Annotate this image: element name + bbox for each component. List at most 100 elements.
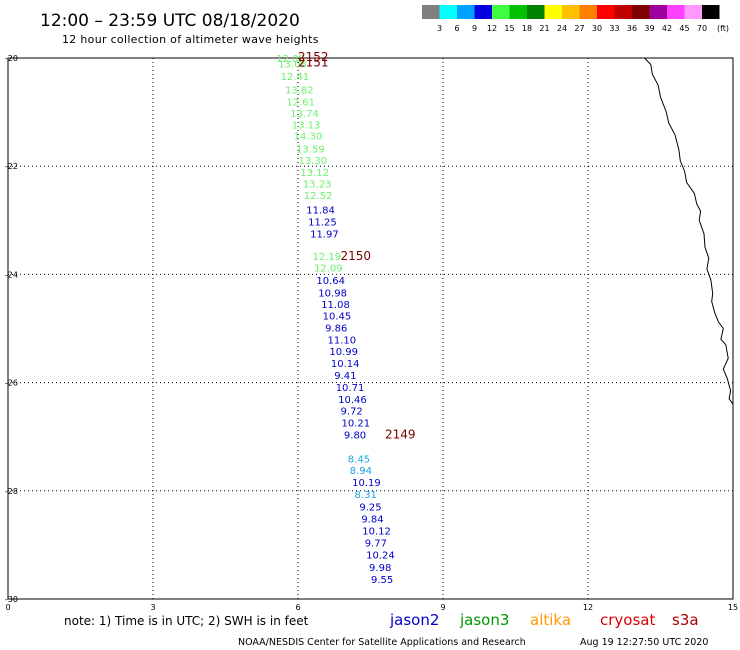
swh-value-label: 9.72 xyxy=(341,407,363,418)
coastline xyxy=(644,57,734,405)
swh-value-label: 10.24 xyxy=(366,551,395,562)
footer-note: note: 1) Time is in UTC; 2) SWH is in fe… xyxy=(64,614,309,628)
colorbar-swatch xyxy=(509,5,527,19)
page-subtitle: 12 hour collection of altimeter wave hei… xyxy=(62,33,319,46)
colorbar-swatch xyxy=(632,5,650,19)
x-tick-label: 6 xyxy=(295,603,300,612)
y-tick-label: -26 xyxy=(5,379,18,388)
pass-number-label: 2150 xyxy=(341,249,372,263)
swh-value-label: 12.41 xyxy=(281,72,310,83)
pass-number-label: 2149 xyxy=(385,428,416,442)
x-tick-label: 9 xyxy=(440,603,445,612)
swh-value-label: 11.84 xyxy=(306,205,335,216)
colorbar-swatch xyxy=(667,5,685,19)
y-tick-label: -30 xyxy=(5,595,18,604)
swh-value-label: 11.08 xyxy=(321,300,350,311)
y-tick-label: -24 xyxy=(5,270,18,279)
page-title: 12:00 – 23:59 UTC 08/18/2020 xyxy=(40,11,300,31)
swh-value-label: 12.08 xyxy=(276,54,305,65)
plot-frame xyxy=(7,57,734,600)
pass-number-label: 2152 xyxy=(298,50,329,64)
swh-value-label: 13.82 xyxy=(285,85,314,96)
swh-value-label: 8.94 xyxy=(350,466,372,477)
colorbar-unit: (ft) xyxy=(717,24,729,33)
swh-value-label: 10.98 xyxy=(318,288,347,299)
colorbar-label: 21 xyxy=(539,24,549,33)
mission-legend: jason2 jason3 altika cryosat s3a xyxy=(389,611,699,629)
y-tick-label: -22 xyxy=(5,162,18,171)
colorbar-label: 15 xyxy=(504,24,514,33)
swh-value-label: 12.09 xyxy=(314,263,343,274)
swh-value-label: 9.80 xyxy=(344,431,366,442)
swh-value-label: 10.19 xyxy=(352,478,381,489)
swh-value-label: 9.86 xyxy=(325,323,347,334)
y-tick-label: -28 xyxy=(5,487,18,496)
colorbar-swatch xyxy=(579,5,597,19)
colorbar-swatch xyxy=(422,5,440,19)
swh-value-label: 12.52 xyxy=(304,191,333,202)
swh-value-label: 11.10 xyxy=(327,335,356,346)
chart-grid xyxy=(8,58,733,599)
colorbar-label: 18 xyxy=(522,24,532,33)
colorbar-label: 27 xyxy=(574,24,584,33)
coastline-layer xyxy=(644,57,734,405)
colorbar-swatch xyxy=(457,5,475,19)
colorbar-swatch xyxy=(544,5,562,19)
swh-value-label: 12.61 xyxy=(286,97,315,108)
swh-value-label: 10.45 xyxy=(323,312,352,323)
swh-value-label: 10.71 xyxy=(336,383,365,394)
swh-value-label: 13.59 xyxy=(296,144,325,155)
colorbar-label: 33 xyxy=(609,24,619,33)
colorbar-label: 9 xyxy=(472,24,477,33)
mission-label-cryosat: cryosat xyxy=(600,611,655,629)
swh-value-label: 9.25 xyxy=(359,502,381,513)
colorbar-legend: 3 6 9 12 15 18 21 24 27 30 33 36 39 42 45 70 xyxy=(422,5,720,33)
swh-value-label: 13.08 xyxy=(278,59,307,70)
swh-value-label: 11.25 xyxy=(308,217,337,228)
colorbar-swatch xyxy=(527,5,545,19)
swh-value-label: 9.98 xyxy=(369,563,391,574)
colorbar-label: 12 xyxy=(487,24,497,33)
swh-value-label: 12.19 xyxy=(313,252,342,263)
x-tick-label: 0 xyxy=(5,603,10,612)
swh-value-label: 10.64 xyxy=(316,276,345,287)
swh-value-label: 14.30 xyxy=(294,131,323,142)
colorbar-label: 70 xyxy=(697,24,707,33)
swh-value-label: 10.46 xyxy=(338,395,367,406)
swh-value-label: 9.55 xyxy=(371,575,393,586)
colorbar-swatch xyxy=(649,5,667,19)
mission-label-jason3: jason3 xyxy=(459,611,509,629)
footer-credit: NOAA/NESDIS Center for Satellite Applica… xyxy=(238,637,526,648)
swh-value-label: 10.99 xyxy=(329,347,358,358)
swh-value-label: 9.41 xyxy=(334,371,356,382)
swh-value-label: 13.13 xyxy=(292,121,321,132)
colorbar-label: 6 xyxy=(454,24,459,33)
x-tick-label: 15 xyxy=(728,603,738,612)
colorbar-label: 24 xyxy=(557,24,567,33)
colorbar-label: 39 xyxy=(644,24,654,33)
colorbar-swatch xyxy=(562,5,580,19)
mission-label-altika: altika xyxy=(530,611,571,629)
swh-value-label: 11.97 xyxy=(310,229,339,240)
footer-timestamp: Aug 19 12:27:50 UTC 2020 xyxy=(580,637,708,648)
colorbar-label: 3 xyxy=(437,24,442,33)
colorbar-swatch xyxy=(614,5,632,19)
swh-value-label: 10.14 xyxy=(331,359,360,370)
swh-value-label: 8.45 xyxy=(348,454,370,465)
swh-value-label: 10.21 xyxy=(342,419,371,430)
colorbar-label: 30 xyxy=(592,24,602,33)
colorbar-swatch xyxy=(474,5,492,19)
y-tick-label: -20 xyxy=(5,54,18,63)
mission-label-jason2: jason2 xyxy=(389,611,439,629)
swh-value-label: 13.12 xyxy=(300,168,329,179)
x-tick-label: 3 xyxy=(150,603,155,612)
colorbar-swatch xyxy=(684,5,702,19)
swh-value-label: 10.12 xyxy=(362,526,391,537)
colorbar-label: 45 xyxy=(679,24,689,33)
swh-value-label: 13.23 xyxy=(303,180,332,191)
x-tick-label: 12 xyxy=(583,603,593,612)
colorbar-swatch xyxy=(702,5,720,19)
